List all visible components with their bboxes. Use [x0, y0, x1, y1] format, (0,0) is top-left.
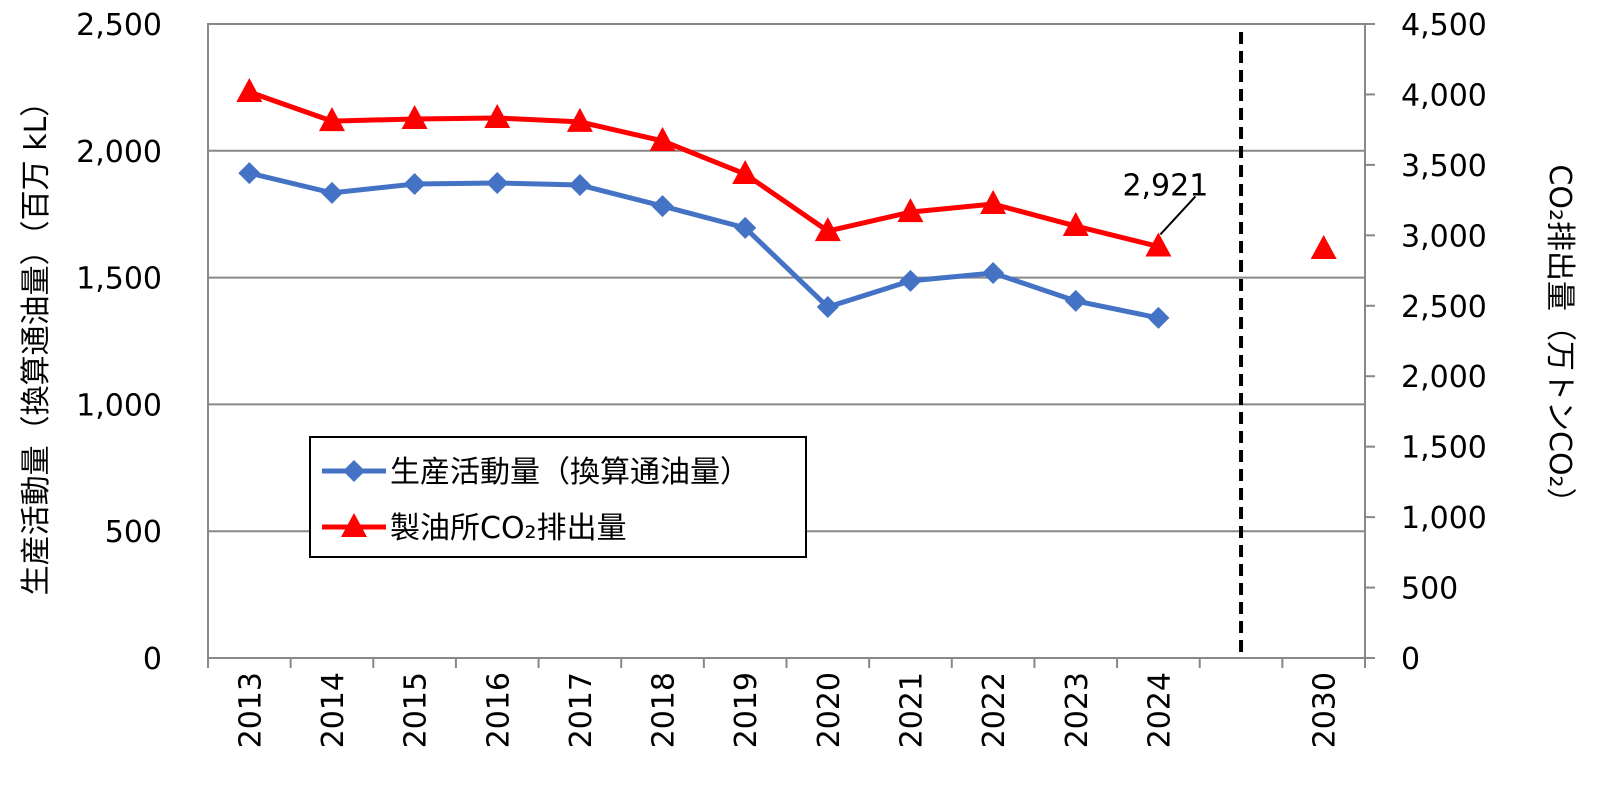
data-point [1064, 289, 1087, 312]
data-point [897, 198, 924, 223]
y-tick-label: 2,000 [76, 135, 162, 170]
data-point [484, 103, 511, 128]
legend-label: 製油所CO₂排出量 [390, 511, 627, 546]
data-point [732, 160, 759, 185]
x-tick-label: 2022 [977, 672, 1012, 748]
data-point [814, 217, 841, 242]
data-point [1062, 212, 1089, 237]
y2-tick-label: 2,000 [1401, 360, 1487, 395]
data-point [649, 126, 676, 151]
data-point [236, 78, 263, 103]
series-line [248, 89, 1159, 249]
data-point [486, 172, 509, 195]
x-tick-label: 2024 [1142, 672, 1177, 748]
x-tick-label: 2014 [316, 672, 351, 748]
data-point [1147, 306, 1170, 329]
data-point [1310, 234, 1337, 259]
data-label: 2,921 [1122, 168, 1208, 203]
legend-box [309, 436, 807, 558]
y2-axis-title: CO₂排出量（万トンCO₂） [1542, 164, 1577, 517]
data-point [980, 190, 1007, 215]
y-tick-label: 2,500 [76, 8, 162, 43]
y2-tick-label: 4,000 [1401, 78, 1487, 113]
y-tick-label: 1,500 [76, 262, 162, 297]
y2-tick-label: 0 [1401, 642, 1420, 677]
data-point [651, 195, 674, 218]
x-tick-label: 2019 [729, 672, 764, 748]
legend-label: 生産活動量（換算通油量） [390, 455, 750, 490]
x-tick-label: 2013 [233, 672, 268, 748]
y2-tick-label: 3,500 [1401, 149, 1487, 184]
x-tick-label: 2016 [481, 672, 516, 748]
data-point [320, 181, 343, 204]
x-tick-label: 2018 [647, 672, 682, 748]
x-tick-label: 2021 [894, 672, 929, 748]
x-tick-label: 2030 [1308, 672, 1343, 748]
x-tick-label: 2020 [812, 672, 847, 748]
annotation-leader [1159, 195, 1197, 236]
data-point [343, 460, 365, 482]
y2-tick-label: 2,500 [1401, 290, 1487, 325]
y2-tick-label: 1,500 [1401, 431, 1487, 466]
data-point [341, 513, 367, 537]
x-tick-label: 2017 [564, 672, 599, 748]
x-tick-label: 2023 [1060, 672, 1095, 748]
data-point [816, 296, 839, 319]
data-point [734, 216, 757, 239]
data-point [568, 174, 591, 197]
y-tick-label: 500 [105, 515, 162, 550]
series-line [248, 170, 1159, 321]
data-point [403, 173, 426, 196]
data-point [566, 107, 593, 132]
y-axis-title: 生産活動量（換算通油量）（百万 kL） [19, 87, 54, 596]
x-tick-label: 2015 [399, 672, 434, 748]
y-tick-label: 0 [143, 642, 162, 677]
data-point [982, 262, 1005, 285]
data-point [1145, 232, 1172, 257]
y2-tick-label: 4,500 [1401, 8, 1487, 43]
data-point [238, 162, 261, 185]
data-point [318, 107, 345, 132]
data-point [899, 269, 922, 292]
y2-tick-label: 1,000 [1401, 501, 1487, 536]
y2-tick-label: 3,000 [1401, 219, 1487, 254]
y2-tick-label: 500 [1401, 572, 1458, 607]
y-tick-label: 1,000 [76, 388, 162, 423]
data-point [401, 104, 428, 129]
